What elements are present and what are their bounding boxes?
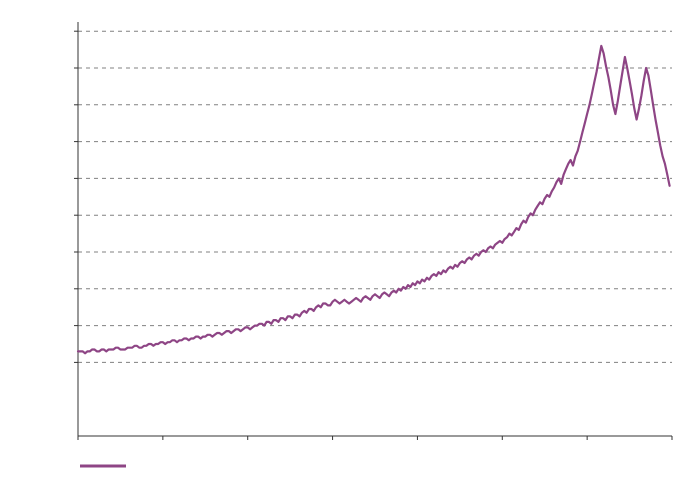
line-chart [0,0,700,502]
chart-svg [0,0,700,502]
